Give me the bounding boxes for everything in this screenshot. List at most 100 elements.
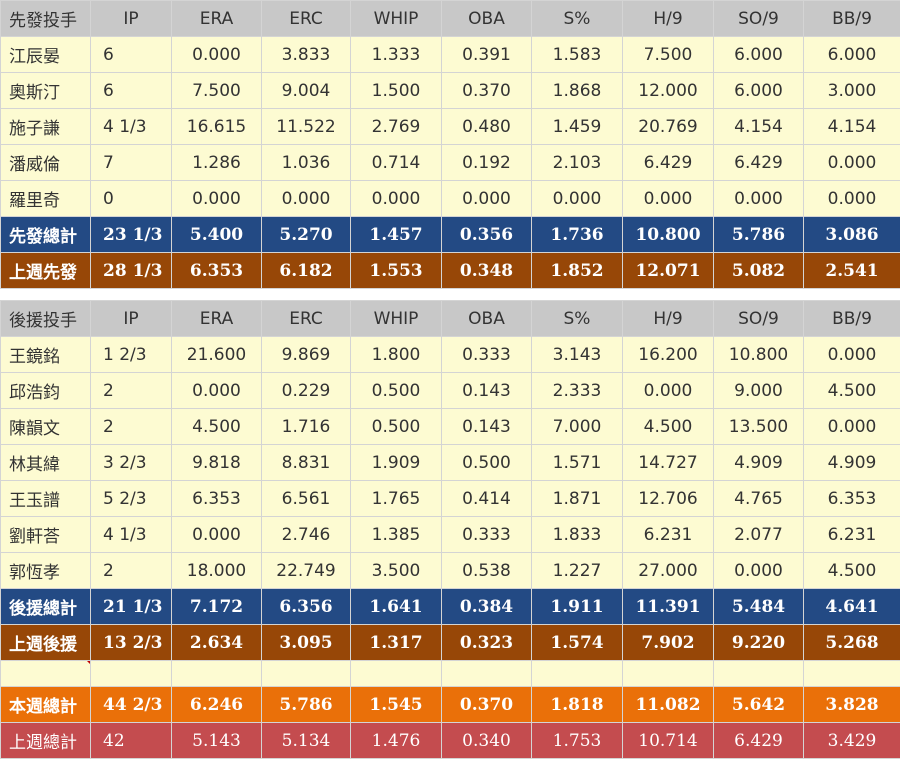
whip-cell: 1.553 (351, 253, 442, 289)
era-cell: 0.000 (172, 181, 262, 217)
total-label: 上週後援 (1, 625, 91, 661)
ip-cell: 21 1/3 (91, 589, 172, 625)
col-header-h9: H/9 (623, 1, 714, 37)
oba-cell: 0.333 (442, 337, 532, 373)
pitcher-name: 陳韻文 (1, 409, 91, 445)
erc-cell: 8.831 (262, 445, 351, 481)
blank-cell (91, 661, 172, 687)
s-cell: 1.574 (532, 625, 623, 661)
col-header-ip: IP (91, 1, 172, 37)
s-cell: 1.571 (532, 445, 623, 481)
era-cell: 7.172 (172, 589, 262, 625)
so9-cell: 4.765 (714, 481, 804, 517)
col-header-s: S% (532, 1, 623, 37)
ip-cell: 42 (91, 723, 172, 759)
bb9-cell: 0.000 (804, 409, 900, 445)
h9-cell: 4.500 (623, 409, 714, 445)
blank-cell (1, 661, 91, 687)
col-header-erc: ERC (262, 301, 351, 337)
h9-cell: 27.000 (623, 553, 714, 589)
starter-row: 羅里奇 0 0.000 0.000 0.000 0.000 0.000 0.00… (1, 181, 900, 217)
bb9-cell: 4.500 (804, 373, 900, 409)
blank-cell (804, 661, 900, 687)
pitcher-name: 潘威倫 (1, 145, 91, 181)
ip-cell: 5 2/3 (91, 481, 172, 517)
so9-cell: 4.909 (714, 445, 804, 481)
oba-cell: 0.370 (442, 687, 532, 723)
reliever-row: 陳韻文 2 4.500 1.716 0.500 0.143 7.000 4.50… (1, 409, 900, 445)
pitcher-name: 郭恆孝 (1, 553, 91, 589)
erc-cell: 11.522 (262, 109, 351, 145)
whip-cell: 0.714 (351, 145, 442, 181)
col-header-whip: WHIP (351, 301, 442, 337)
starters-total-row: 先發總計 23 1/3 5.400 5.270 1.457 0.356 1.73… (1, 217, 900, 253)
whip-cell: 2.769 (351, 109, 442, 145)
h9-cell: 10.800 (623, 217, 714, 253)
s-cell: 1.868 (532, 73, 623, 109)
col-header-so9: SO/9 (714, 1, 804, 37)
this-week-total-row: 本週總計 44 2/3 6.246 5.786 1.545 0.370 1.81… (1, 687, 900, 723)
whip-cell: 1.385 (351, 517, 442, 553)
bb9-cell: 3.000 (804, 73, 900, 109)
relievers-header-row: 後援投手 IP ERA ERC WHIP OBA S% H/9 SO/9 BB/… (1, 301, 900, 337)
whip-cell: 1.765 (351, 481, 442, 517)
pitcher-name: 羅里奇 (1, 181, 91, 217)
blank-row (1, 661, 900, 687)
so9-cell: 5.642 (714, 687, 804, 723)
oba-cell: 0.348 (442, 253, 532, 289)
oba-cell: 0.192 (442, 145, 532, 181)
blank-cell (442, 661, 532, 687)
bb9-cell: 4.154 (804, 109, 900, 145)
blank-cell (532, 661, 623, 687)
oba-cell: 0.414 (442, 481, 532, 517)
h9-cell: 20.769 (623, 109, 714, 145)
s-cell: 1.227 (532, 553, 623, 589)
so9-cell: 10.800 (714, 337, 804, 373)
reliever-row: 王鏡銘 1 2/3 21.600 9.869 1.800 0.333 3.143… (1, 337, 900, 373)
erc-cell: 6.561 (262, 481, 351, 517)
era-cell: 1.286 (172, 145, 262, 181)
era-cell: 21.600 (172, 337, 262, 373)
era-cell: 7.500 (172, 73, 262, 109)
ip-cell: 13 2/3 (91, 625, 172, 661)
oba-cell: 0.340 (442, 723, 532, 759)
starter-row: 潘威倫 7 1.286 1.036 0.714 0.192 2.103 6.42… (1, 145, 900, 181)
h9-cell: 7.500 (623, 37, 714, 73)
so9-cell: 6.429 (714, 723, 804, 759)
h9-cell: 12.071 (623, 253, 714, 289)
total-label: 本週總計 (1, 687, 91, 723)
col-header-erc: ERC (262, 1, 351, 37)
era-cell: 2.634 (172, 625, 262, 661)
s-cell: 2.333 (532, 373, 623, 409)
pitcher-name: 江辰晏 (1, 37, 91, 73)
col-header-h9: H/9 (623, 301, 714, 337)
bb9-cell: 0.000 (804, 337, 900, 373)
pitcher-name: 劉軒荅 (1, 517, 91, 553)
reliever-row: 邱浩鈞 2 0.000 0.229 0.500 0.143 2.333 0.00… (1, 373, 900, 409)
relievers-total-row: 後援總計 21 1/3 7.172 6.356 1.641 0.384 1.91… (1, 589, 900, 625)
col-header-oba: OBA (442, 301, 532, 337)
col-header-whip: WHIP (351, 1, 442, 37)
so9-cell: 9.220 (714, 625, 804, 661)
ip-cell: 4 1/3 (91, 109, 172, 145)
so9-cell: 5.082 (714, 253, 804, 289)
h9-cell: 10.714 (623, 723, 714, 759)
oba-cell: 0.391 (442, 37, 532, 73)
bb9-cell: 5.268 (804, 625, 900, 661)
erc-cell: 9.004 (262, 73, 351, 109)
so9-cell: 2.077 (714, 517, 804, 553)
era-cell: 18.000 (172, 553, 262, 589)
oba-cell: 0.538 (442, 553, 532, 589)
bb9-cell: 6.231 (804, 517, 900, 553)
pitcher-name: 王玉譜 (1, 481, 91, 517)
so9-cell: 5.786 (714, 217, 804, 253)
starter-row: 江辰晏 6 0.000 3.833 1.333 0.391 1.583 7.50… (1, 37, 900, 73)
h9-cell: 11.391 (623, 589, 714, 625)
relievers-header-label: 後援投手 (1, 301, 91, 337)
last-week-total-row: 上週總計 42 5.143 5.134 1.476 0.340 1.753 10… (1, 723, 900, 759)
so9-cell: 0.000 (714, 553, 804, 589)
last-week-starters-row: 上週先發 28 1/3 6.353 6.182 1.553 0.348 1.85… (1, 253, 900, 289)
ip-cell: 2 (91, 553, 172, 589)
reliever-row: 王玉譜 5 2/3 6.353 6.561 1.765 0.414 1.871 … (1, 481, 900, 517)
